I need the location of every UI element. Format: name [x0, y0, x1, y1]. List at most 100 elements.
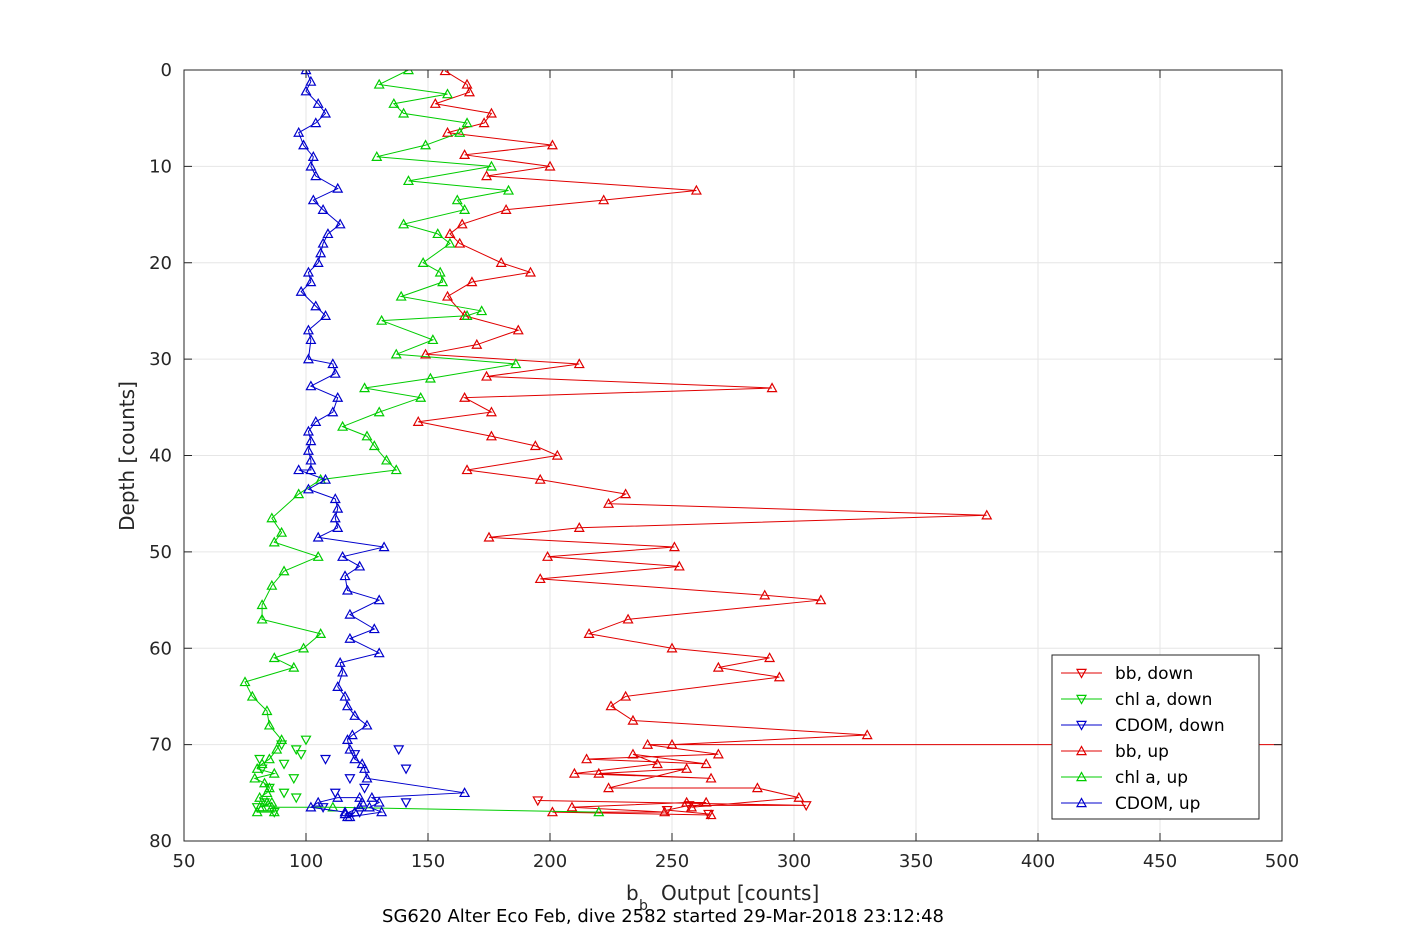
x-tick-label: 500: [1265, 851, 1299, 872]
data-point: [332, 681, 344, 691]
data-point: [551, 449, 563, 460]
x-tick-label: 100: [289, 851, 323, 872]
legend-label: CDOM, up: [1115, 794, 1200, 814]
data-point: [332, 182, 344, 193]
data-point: [329, 512, 341, 523]
legend-label: CDOM, down: [1115, 716, 1225, 736]
data-point: [359, 783, 371, 794]
data-point: [429, 97, 441, 108]
data-point: [546, 139, 558, 150]
data-point: [276, 734, 288, 745]
data-point: [461, 464, 473, 475]
data-point: [268, 767, 280, 778]
data-point: [476, 305, 488, 316]
data-point: [534, 473, 546, 484]
x-axis-label-rest: Output [counts]: [661, 881, 819, 905]
data-point: [312, 796, 324, 807]
data-point: [305, 160, 317, 171]
data-point: [261, 705, 273, 716]
data-point: [432, 228, 444, 239]
data-point: [542, 550, 554, 561]
data-point: [759, 589, 771, 600]
data-point: [344, 774, 356, 785]
data-point: [288, 661, 300, 672]
data-point: [705, 809, 717, 820]
data-point: [339, 808, 351, 819]
data-point: [981, 509, 993, 520]
data-point: [534, 573, 546, 584]
data-point: [390, 348, 402, 359]
data-point: [495, 257, 507, 267]
data-point: [368, 623, 380, 634]
data-point: [605, 700, 617, 711]
x-tick-label: 300: [777, 851, 811, 872]
series-line: [298, 70, 465, 818]
data-point: [463, 86, 475, 97]
data-point: [485, 406, 497, 417]
data-point: [666, 642, 678, 653]
data-point: [305, 801, 317, 812]
data-point: [366, 791, 378, 802]
data-point: [471, 338, 483, 349]
data-point: [276, 526, 288, 537]
y-tick-label: 70: [149, 735, 172, 756]
x-tick-label: 450: [1143, 851, 1177, 872]
data-point: [322, 228, 334, 239]
data-point: [354, 560, 366, 571]
data-point: [337, 550, 349, 561]
data-point: [512, 324, 524, 335]
data-point: [415, 391, 427, 402]
data-point: [263, 753, 275, 764]
data-point: [376, 314, 388, 325]
data-point: [424, 372, 436, 383]
data-point: [371, 151, 383, 161]
plot-lines: [239, 70, 1282, 822]
y-tick-label: 80: [149, 831, 172, 852]
data-point: [341, 811, 353, 822]
legend-swatch-marker: [1075, 694, 1088, 705]
data-point: [256, 599, 268, 610]
data-point: [815, 594, 827, 605]
data-point: [315, 247, 327, 258]
data-point: [466, 276, 478, 287]
data-point: [400, 764, 412, 775]
data-point: [603, 782, 615, 793]
data-point: [400, 798, 412, 809]
data-point: [681, 762, 693, 773]
data-point: [327, 358, 339, 369]
data-point: [298, 642, 310, 653]
data-point: [256, 613, 268, 624]
data-point: [373, 594, 385, 605]
data-point: [359, 762, 371, 773]
data-point: [300, 735, 312, 746]
data-point: [256, 758, 268, 769]
data-point: [341, 700, 353, 711]
data-point: [278, 565, 290, 576]
x-tick-label: 200: [533, 851, 567, 872]
data-point: [329, 367, 341, 378]
legend-label: chl a, down: [1115, 690, 1212, 710]
data-point: [627, 748, 639, 759]
y-tick-label: 10: [149, 156, 172, 177]
data-point: [312, 550, 324, 561]
data-point: [459, 391, 471, 402]
data-point: [503, 184, 515, 195]
y-tick-label: 60: [149, 638, 172, 659]
data-point: [444, 228, 456, 239]
data-point: [349, 753, 361, 764]
data-point: [668, 541, 680, 552]
data-point: [310, 300, 322, 311]
data-point: [622, 613, 634, 624]
legend: bb, down chl a, down CDOM, down bb, up chl a…: [1051, 654, 1260, 820]
data-point: [398, 107, 410, 118]
data-point: [481, 170, 493, 181]
data-point: [705, 772, 717, 783]
data-point: [263, 719, 275, 730]
data-point: [451, 194, 463, 205]
data-point: [266, 579, 278, 590]
legend-label: bb, down: [1115, 664, 1193, 684]
data-point: [268, 536, 280, 547]
data-point: [412, 416, 424, 426]
data-point: [603, 497, 615, 508]
